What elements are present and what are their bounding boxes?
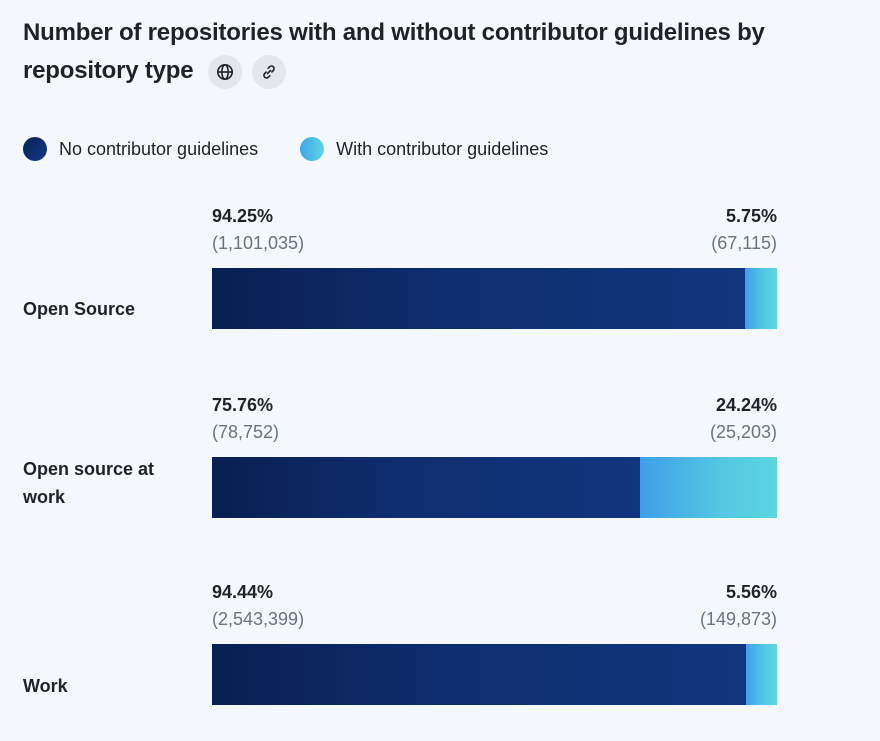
legend-item-no-guidelines[interactable]: No contributor guidelines: [23, 137, 258, 161]
stacked-bar: [212, 268, 777, 329]
bar-row-open-source: Open Source 94.25% (1,101,035) 5.75% (67…: [0, 206, 880, 346]
data-label-count: (67,115): [711, 233, 777, 253]
bar-segment-with-guidelines[interactable]: [745, 644, 777, 705]
bar-segment-no-guidelines[interactable]: [212, 457, 641, 518]
bar-segment-with-guidelines[interactable]: [640, 457, 777, 518]
legend-swatch-light: [300, 137, 325, 161]
legend-swatch-dark: [23, 137, 47, 161]
legend-item-with-guidelines[interactable]: With contributor guidelines: [300, 137, 548, 161]
data-label-percent: 75.76%: [212, 395, 274, 415]
legend: No contributor guidelines With contribut…: [23, 137, 590, 161]
stacked-bar: [212, 457, 777, 518]
data-label-percent: 5.56%: [725, 582, 777, 602]
bar-segment-with-guidelines[interactable]: [744, 268, 777, 329]
chart-title: Number of repositories with and without …: [23, 14, 813, 90]
data-label-count: (2,543,399): [212, 609, 305, 629]
link-icon[interactable]: [251, 54, 286, 89]
data-label-percent: 94.25%: [212, 206, 274, 226]
category-label: Open source at work: [23, 459, 155, 507]
globe-icon[interactable]: [207, 54, 242, 89]
data-label-count: (1,101,035): [212, 233, 305, 253]
data-label-percent: 94.44%: [212, 582, 274, 602]
data-label-percent: 5.75%: [725, 206, 777, 226]
data-label-count: (78,752): [212, 422, 280, 442]
bar-segment-no-guidelines[interactable]: [212, 268, 745, 329]
stacked-bar: [212, 644, 777, 705]
data-label-count: (149,873): [699, 609, 777, 629]
data-label-percent: 24.24%: [715, 395, 777, 415]
bar-segment-no-guidelines[interactable]: [212, 644, 746, 705]
bar-row-open-source-at-work: Open source at work 75.76% (78,752) 24.2…: [0, 395, 880, 535]
chart-title-text: Number of repositories with and without …: [23, 19, 765, 84]
legend-label: No contributor guidelines: [59, 138, 259, 159]
category-label: Work: [23, 676, 68, 696]
legend-label: With contributor guidelines: [336, 138, 549, 159]
title-actions: [207, 54, 286, 89]
bar-row-work: Work 94.44% (2,543,399) 5.56% (149,873): [0, 582, 880, 722]
category-label: Open Source: [23, 299, 136, 319]
data-label-count: (25,203): [709, 422, 777, 442]
